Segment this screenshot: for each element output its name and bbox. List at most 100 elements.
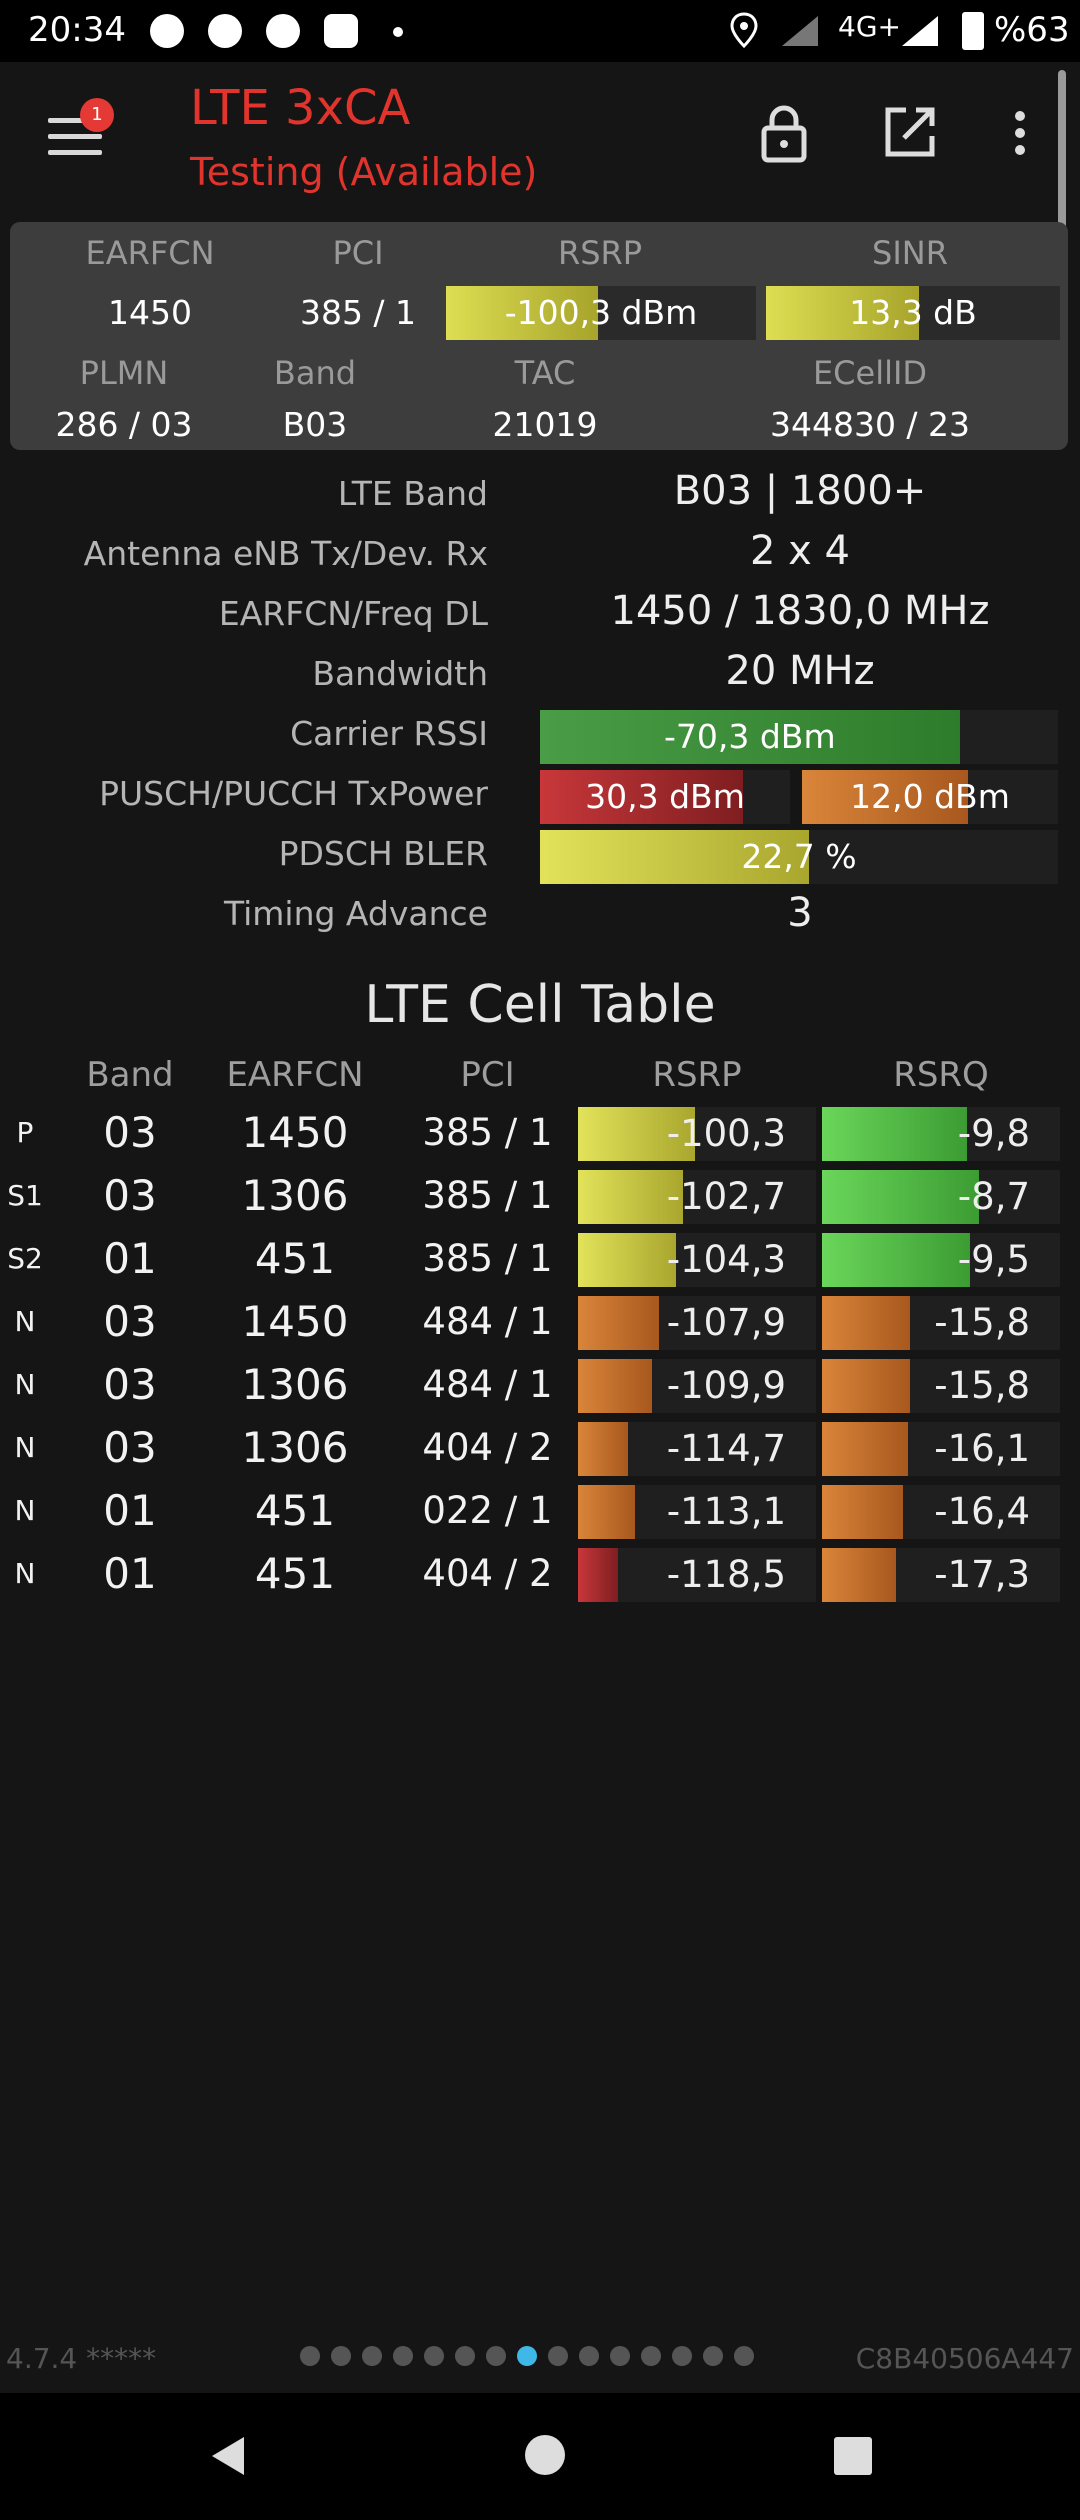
cell-rsrp-bar: -114,7 [578,1422,816,1476]
cell-type: N [14,1305,36,1338]
table-row: N 03 1306 484 / 1 -109,9 -15,8 [0,1353,1080,1416]
cell-rsrq-fill [822,1359,911,1413]
lock-button[interactable] [752,100,816,164]
freq-value: 1450 / 1830,0 MHz [610,588,990,634]
cell-earfcn: 451 [254,1549,336,1598]
bler-bar-fill [540,830,810,884]
page-dot[interactable] [486,2346,506,2366]
back-button[interactable] [208,2433,248,2483]
rssi-bar: -70,3 dBm [540,710,1058,764]
cell-rsrp-bar: -104,3 [578,1233,816,1287]
sinr-value: 13,3 dB [849,293,977,332]
page-dot[interactable] [734,2346,754,2366]
lock-icon [761,105,807,163]
cell-rsrq-fill [822,1548,896,1602]
cell-earfcn: 1450 [241,1297,349,1346]
rsrp-label: RSRP [557,234,643,272]
cell-rsrq-value: -17,3 [934,1553,1030,1596]
cell-rsrp-bar: -118,5 [578,1548,816,1602]
cell-rsrp-bar: -102,7 [578,1170,816,1224]
cell-rsrp-bar: -113,1 [578,1485,816,1539]
cell-band: 01 [103,1234,157,1283]
page-dot[interactable] [548,2346,568,2366]
cell-earfcn: 1306 [241,1423,349,1472]
table-row: S1 03 1306 385 / 1 -102,7 -8,7 [0,1164,1080,1227]
page-dot[interactable] [579,2346,599,2366]
txpower-label: PUSCH/PUCCH TxPower [99,774,488,813]
cell-band: 03 [103,1297,157,1346]
recents-button[interactable] [834,2437,872,2475]
cell-rsrp-value: -109,9 [666,1364,786,1407]
rsrp-meter-fill [446,286,598,340]
page-indicator[interactable] [300,2346,765,2370]
table-row: N 03 1450 484 / 1 -107,9 -15,8 [0,1290,1080,1353]
menu-line [48,118,102,123]
cell-rsrp-value: -113,1 [666,1490,786,1533]
page-dot[interactable] [362,2346,382,2366]
page-dot[interactable] [703,2346,723,2366]
notification-badge: 1 [80,98,114,132]
whatsapp-icon [208,14,242,48]
page-dot[interactable] [641,2346,661,2366]
cell-pci: 484 / 1 [422,1363,553,1406]
sinr-label: SINR [872,234,948,272]
cell-rsrq-fill [822,1422,908,1476]
cell-rsrp-value: -100,3 [666,1112,786,1155]
cell-rsrq-fill [822,1296,911,1350]
more-vert-icon [1015,111,1025,155]
status-time: 20:34 [28,10,126,50]
page-dot[interactable] [610,2346,630,2366]
cell-rsrp-fill [578,1296,659,1350]
pusch-bar-fill [540,770,743,824]
ecellid-value: 344830 / 23 [769,405,971,444]
band-label: Band [273,354,357,392]
cell-rsrp-value: -104,3 [666,1238,786,1281]
home-button[interactable] [525,2435,565,2475]
band-value: B03 [282,405,348,444]
cell-rsrp-value: -102,7 [666,1175,786,1218]
page-dot[interactable] [393,2346,413,2366]
menu-button[interactable] [48,118,102,158]
bandwidth-label: Bandwidth [312,654,488,693]
earfcn-value: 1450 [108,293,192,332]
cell-rsrq-value: -15,8 [934,1301,1030,1344]
cell-rsrq-value: -9,5 [957,1238,1030,1281]
page-dot[interactable] [300,2346,320,2366]
page-dot[interactable] [455,2346,475,2366]
open-external-button[interactable] [878,100,942,164]
cell-rsrq-bar: -9,8 [822,1107,1060,1161]
page-dot[interactable] [672,2346,692,2366]
rssi-label: Carrier RSSI [290,714,488,753]
cell-pci: 022 / 1 [422,1489,553,1532]
cell-rsrp-value: -114,7 [666,1427,786,1470]
more-options-button[interactable] [1000,100,1040,164]
cell-type: N [14,1431,36,1464]
cell-rsrq-bar: -17,3 [822,1548,1060,1602]
cell-earfcn: 1306 [241,1360,349,1409]
table-row: N 01 451 404 / 2 -118,5 -17,3 [0,1542,1080,1605]
cell-rsrq-value: -8,7 [957,1175,1030,1218]
cell-type: S2 [7,1242,43,1275]
cell-rsrp-fill [578,1170,683,1224]
pusch-value: 30,3 dBm [585,777,745,816]
tac-value: 21019 [492,405,598,444]
plmn-label: PLMN [79,354,169,392]
page-dot[interactable] [331,2346,351,2366]
cell-earfcn: 451 [254,1486,336,1535]
page-dot-active[interactable] [517,2346,537,2366]
cell-pci: 385 / 1 [422,1174,553,1217]
table-row: N 03 1306 404 / 2 -114,7 -16,1 [0,1416,1080,1479]
rssi-value: -70,3 dBm [663,717,836,756]
cell-rsrq-fill [822,1233,970,1287]
plmn-value: 286 / 03 [55,405,193,444]
bler-value: 22,7 % [741,837,857,876]
cell-rsrq-bar: -15,8 [822,1296,1060,1350]
ecellid-label: ECellID [812,354,928,392]
location-icon [730,12,758,49]
page-dot[interactable] [424,2346,444,2366]
cell-rsrp-fill [578,1485,636,1539]
cell-pci: 404 / 2 [422,1426,553,1469]
cell-rsrp-bar: -107,9 [578,1296,816,1350]
scrollbar[interactable] [1058,70,1066,316]
cell-type: P [16,1116,34,1149]
